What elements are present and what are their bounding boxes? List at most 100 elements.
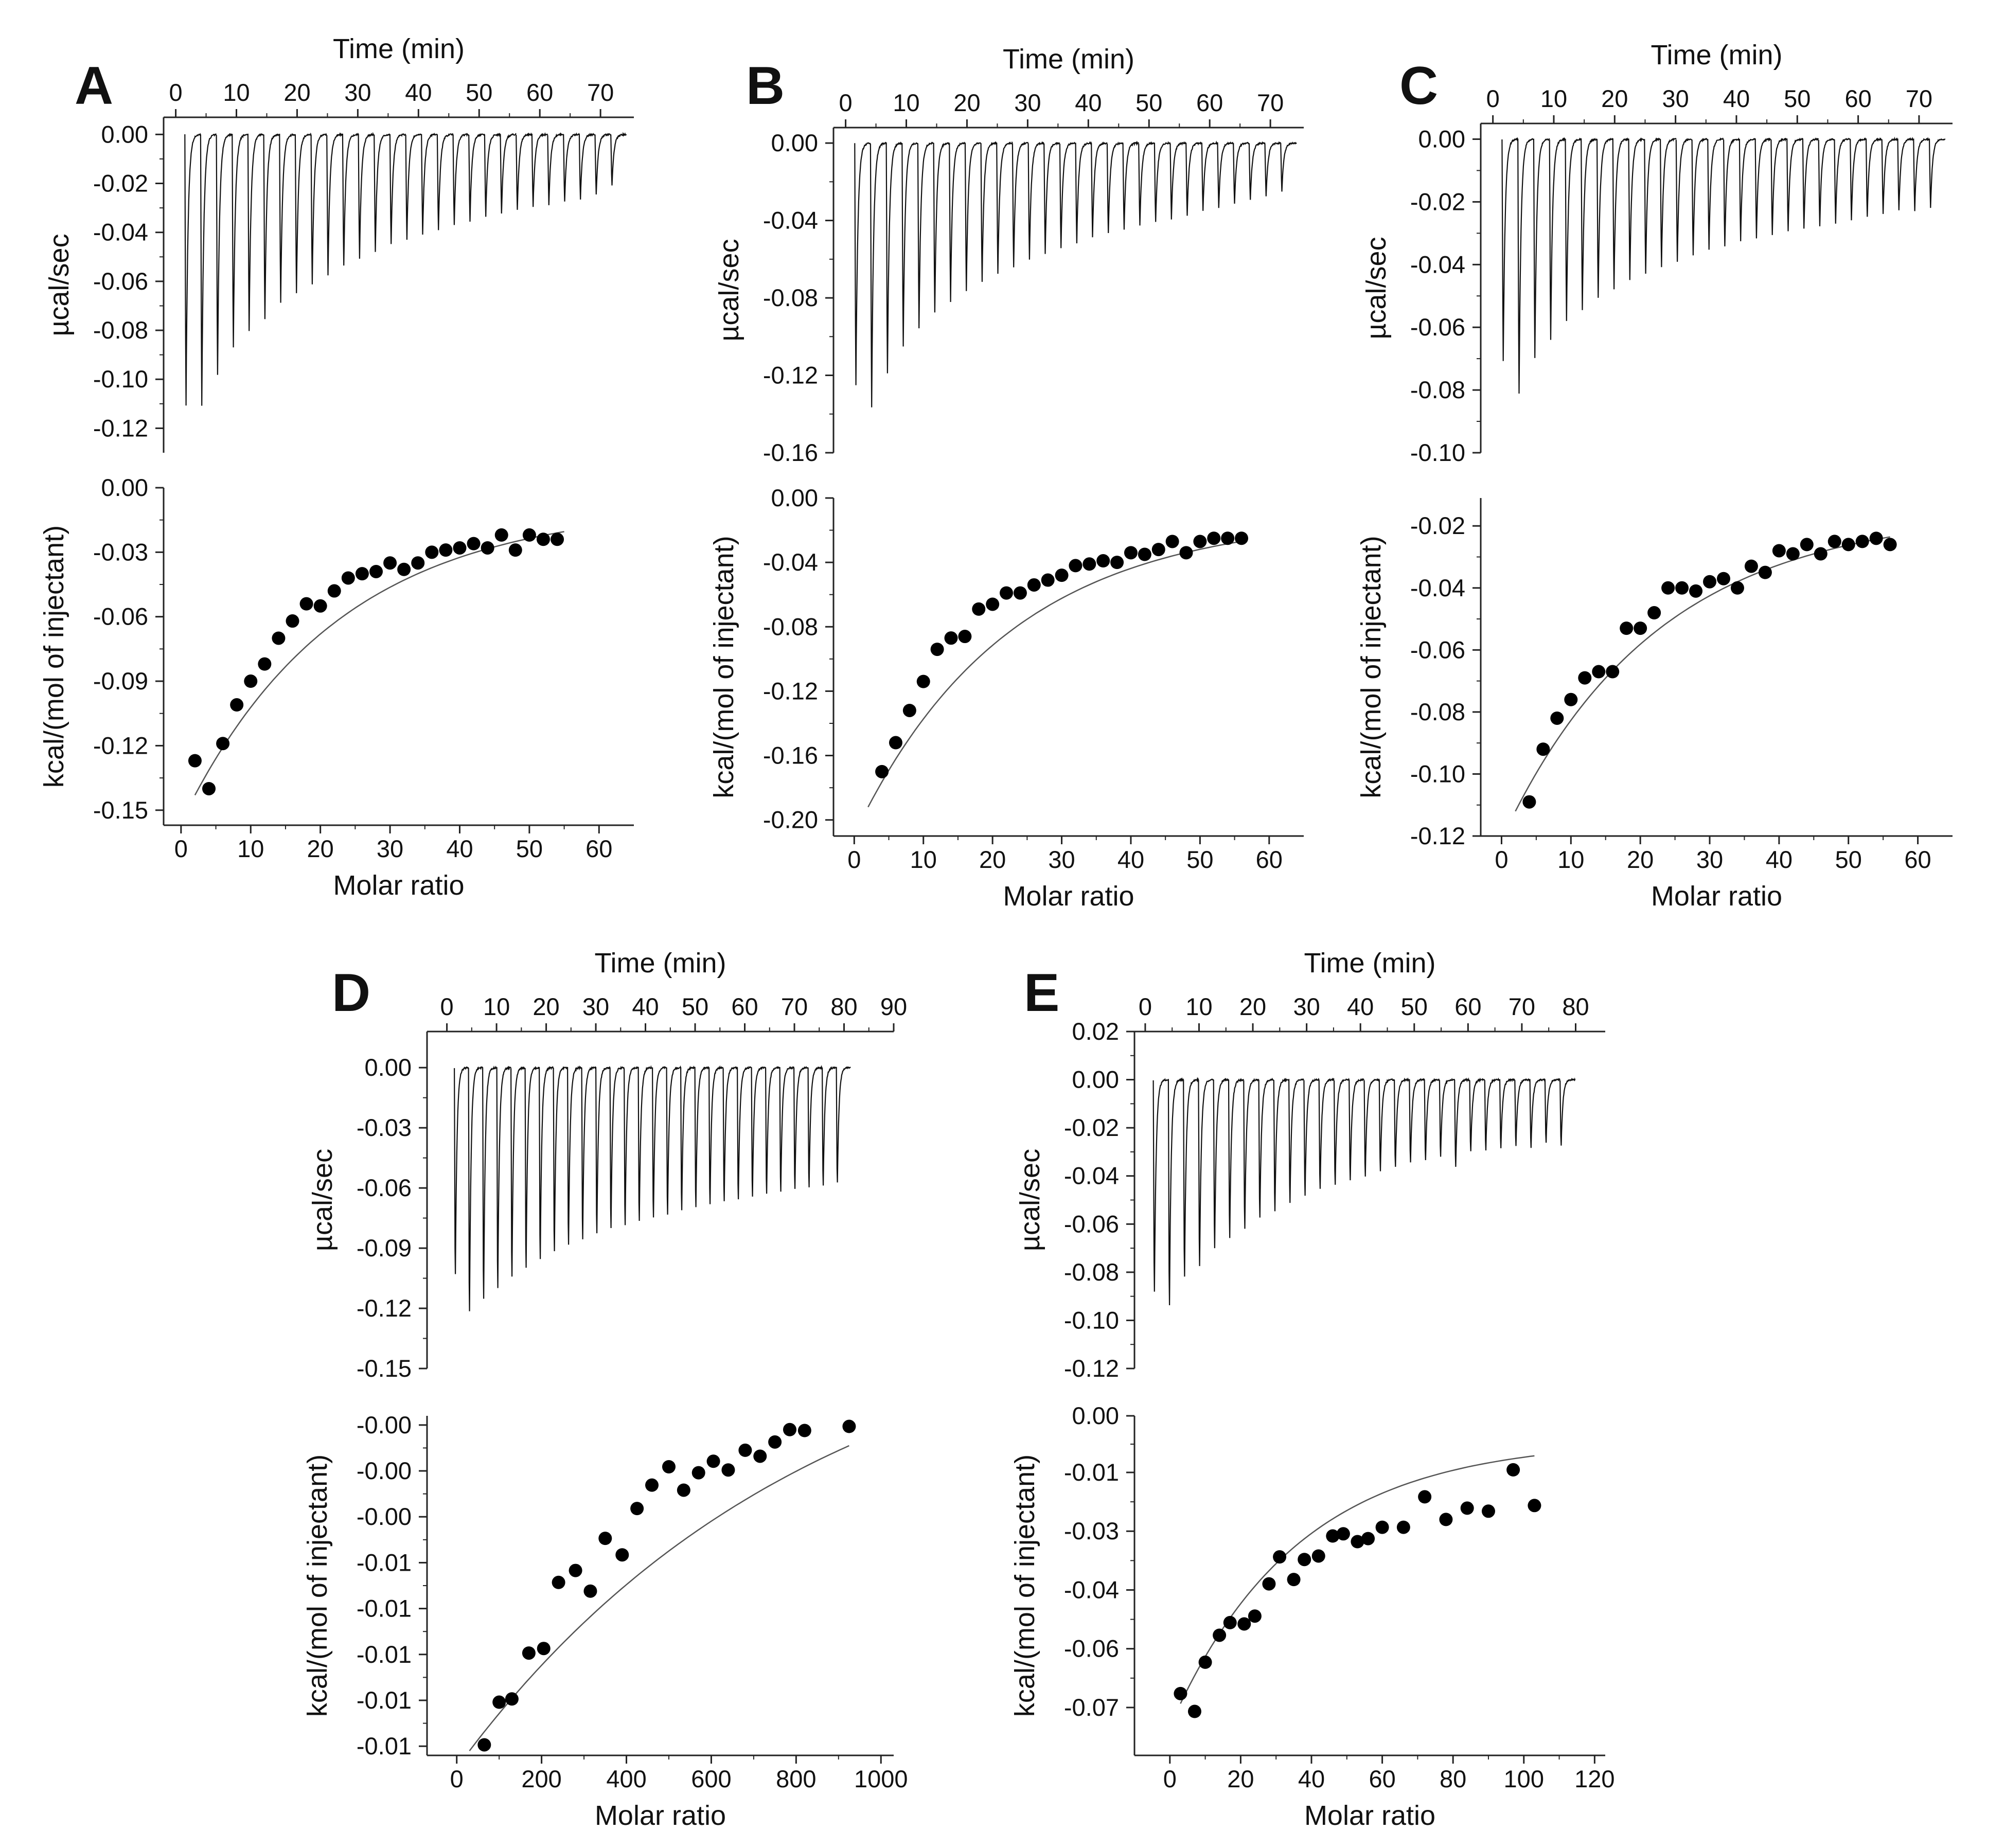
injection-peak [933,142,950,313]
data-point [258,657,272,671]
x-tick-label: 90 [880,993,907,1020]
data-point [536,532,550,546]
y-tick-label: -0.16 [763,742,818,769]
data-point [1237,1617,1251,1631]
injection-peak [1378,1078,1395,1171]
panel-letter: A [75,56,113,116]
x-tick-label: 20 [1227,1765,1254,1792]
injection-peak [454,1066,469,1274]
data-point [753,1449,767,1463]
injection-peak [1363,1078,1380,1177]
injection-peak [1596,137,1613,298]
injection-peak [594,133,612,195]
isotherm-y-axis-title: kcal/(mol of injectant) [708,536,739,798]
injection-peak [1233,141,1250,204]
y-tick-label: -0.00 [357,1457,412,1484]
y-tick-label: -0.08 [763,284,818,311]
data-point [230,698,244,712]
injection-peak [510,1066,526,1277]
x-tick-label: 10 [893,89,919,116]
injection-peak [1675,138,1692,262]
x-tick-label: 30 [1048,846,1075,873]
injection-peak [539,1066,554,1259]
x-tick-label: 20 [1627,846,1654,873]
x-tick-label: 60 [731,993,758,1020]
data-point [244,674,258,688]
injection-peak [1273,1077,1289,1212]
x-tick-label: 0 [450,1765,464,1792]
data-point [1536,742,1550,756]
x-tick-label: 0 [174,835,188,862]
y-tick-label: -0.04 [763,548,818,576]
injection-peak [1723,137,1740,246]
x-tick-label: 60 [1844,85,1871,112]
data-point [537,1642,551,1656]
data-point [1827,535,1841,548]
data-point [1013,586,1027,600]
injection-peak [1043,141,1060,254]
x-tick-label: 30 [1293,993,1320,1020]
x-tick-label: 10 [223,79,250,106]
y-tick-label: -0.12 [357,1294,412,1322]
data-point [492,1695,506,1709]
isotherm-y-axis-title: kcal/(mol of injectant) [39,525,69,788]
injection-peak [1027,141,1044,260]
x-tick-label: 0 [1495,846,1508,873]
y-tick-label: 0.00 [771,129,818,156]
data-point [494,528,508,542]
x-tick-label: 0 [1139,993,1152,1020]
fit-curve [469,1445,849,1751]
injection-peak [1106,141,1124,234]
fit-curve [1515,536,1890,812]
x-tick-label: 40 [1766,846,1793,873]
x-tick-label: 50 [1186,846,1213,873]
injection-peak [980,141,998,282]
isotherm-chart: 0 10 20 30 40 50 60 0.00 -0.04 -0.08 -0.12 -0.16 -0.… [708,484,1304,912]
y-tick-label: -0.12 [93,732,148,759]
y-tick-label: -0.10 [1064,1306,1119,1334]
injection-peak [1754,137,1771,239]
x-tick-label: 600 [691,1765,731,1792]
injection-peak [1333,1078,1350,1185]
injection-peak [216,133,233,375]
data-point [916,674,930,688]
y-tick-label: -0.09 [93,667,148,695]
thermogram-trace [454,1065,851,1311]
x-tick-label: 30 [377,835,403,862]
injection-peak [1514,1078,1531,1146]
data-point [508,543,522,557]
data-point [1351,1535,1364,1549]
data-point [738,1443,752,1457]
injection-peak [232,134,249,348]
x-tick-label: 40 [1723,85,1750,112]
data-point [1606,665,1620,679]
data-point [551,532,564,546]
injection-peak [1280,141,1297,192]
data-point [1287,1573,1301,1587]
data-point [1814,547,1827,561]
data-point [768,1435,782,1449]
data-point [1174,1686,1187,1700]
y-tick-label: -0.04 [763,207,818,234]
data-point [1758,565,1772,579]
data-point [477,1738,491,1752]
y-tick-label: -0.04 [93,219,148,246]
x-tick-label: 40 [1117,846,1144,873]
injection-peak [1691,138,1709,256]
x-tick-label: 30 [1662,85,1689,112]
data-point [1730,581,1744,595]
isotherm-chart: 0 200 400 600 800 1000 -0.00 -0.00 -0.00 -0.01 -0.… [302,1411,908,1831]
x-tick-label: 70 [781,993,808,1020]
y-tick-label: -0.08 [1410,376,1465,403]
x-tick-label: 70 [1906,85,1932,112]
y-tick-label: -0.06 [357,1174,412,1201]
isotherm-x-axis-title: Molar ratio [1651,881,1782,912]
x-tick-label: 20 [1239,993,1266,1020]
x-tick-label: 10 [910,846,937,873]
data-point [286,614,299,628]
data-point [1027,578,1041,592]
data-point [1083,557,1096,571]
injection-peak [1517,138,1534,394]
data-point [875,765,889,778]
panel-letter: C [1399,56,1438,116]
